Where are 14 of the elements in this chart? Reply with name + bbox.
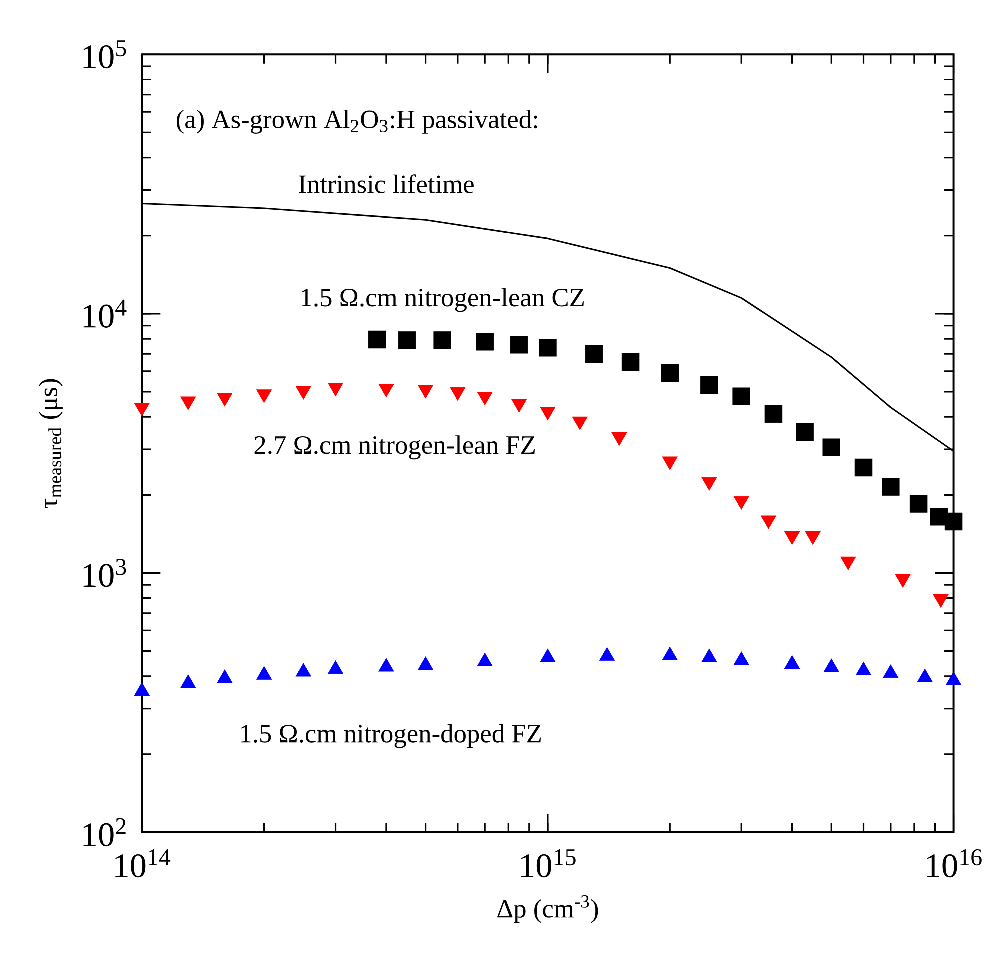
series-label: Intrinsic lifetime <box>299 174 474 194</box>
x-axis-title: Δp (cm$^{-3}$) <box>498 896 598 924</box>
x-tick-label: 10$^{16}$ <box>927 850 982 878</box>
y-axis-title: τ$_{measured}$ (μs) <box>38 380 63 508</box>
y-tick-label: 10$^{5}$ <box>84 40 126 69</box>
y-tick-label: 10$^{2}$ <box>84 818 126 847</box>
series-label: 1.5 Ω.cm nitrogen-lean CZ <box>302 288 584 312</box>
x-tick-label: 10$^{15}$ <box>521 850 576 878</box>
series-label: 2.7 Ω.cm nitrogen-lean FZ <box>254 436 536 460</box>
y-tick-label: 10$^{4}$ <box>84 300 127 328</box>
series-label: 1.5 Ω.cm nitrogen-doped FZ <box>241 724 542 748</box>
y-tick-label: 10$^{3}$ <box>84 559 126 588</box>
x-tick-label: 10$^{14}$ <box>116 850 171 878</box>
annotation: (a) As-grown Al$_{2}$O$_{3}$:H passivated: <box>176 110 538 134</box>
